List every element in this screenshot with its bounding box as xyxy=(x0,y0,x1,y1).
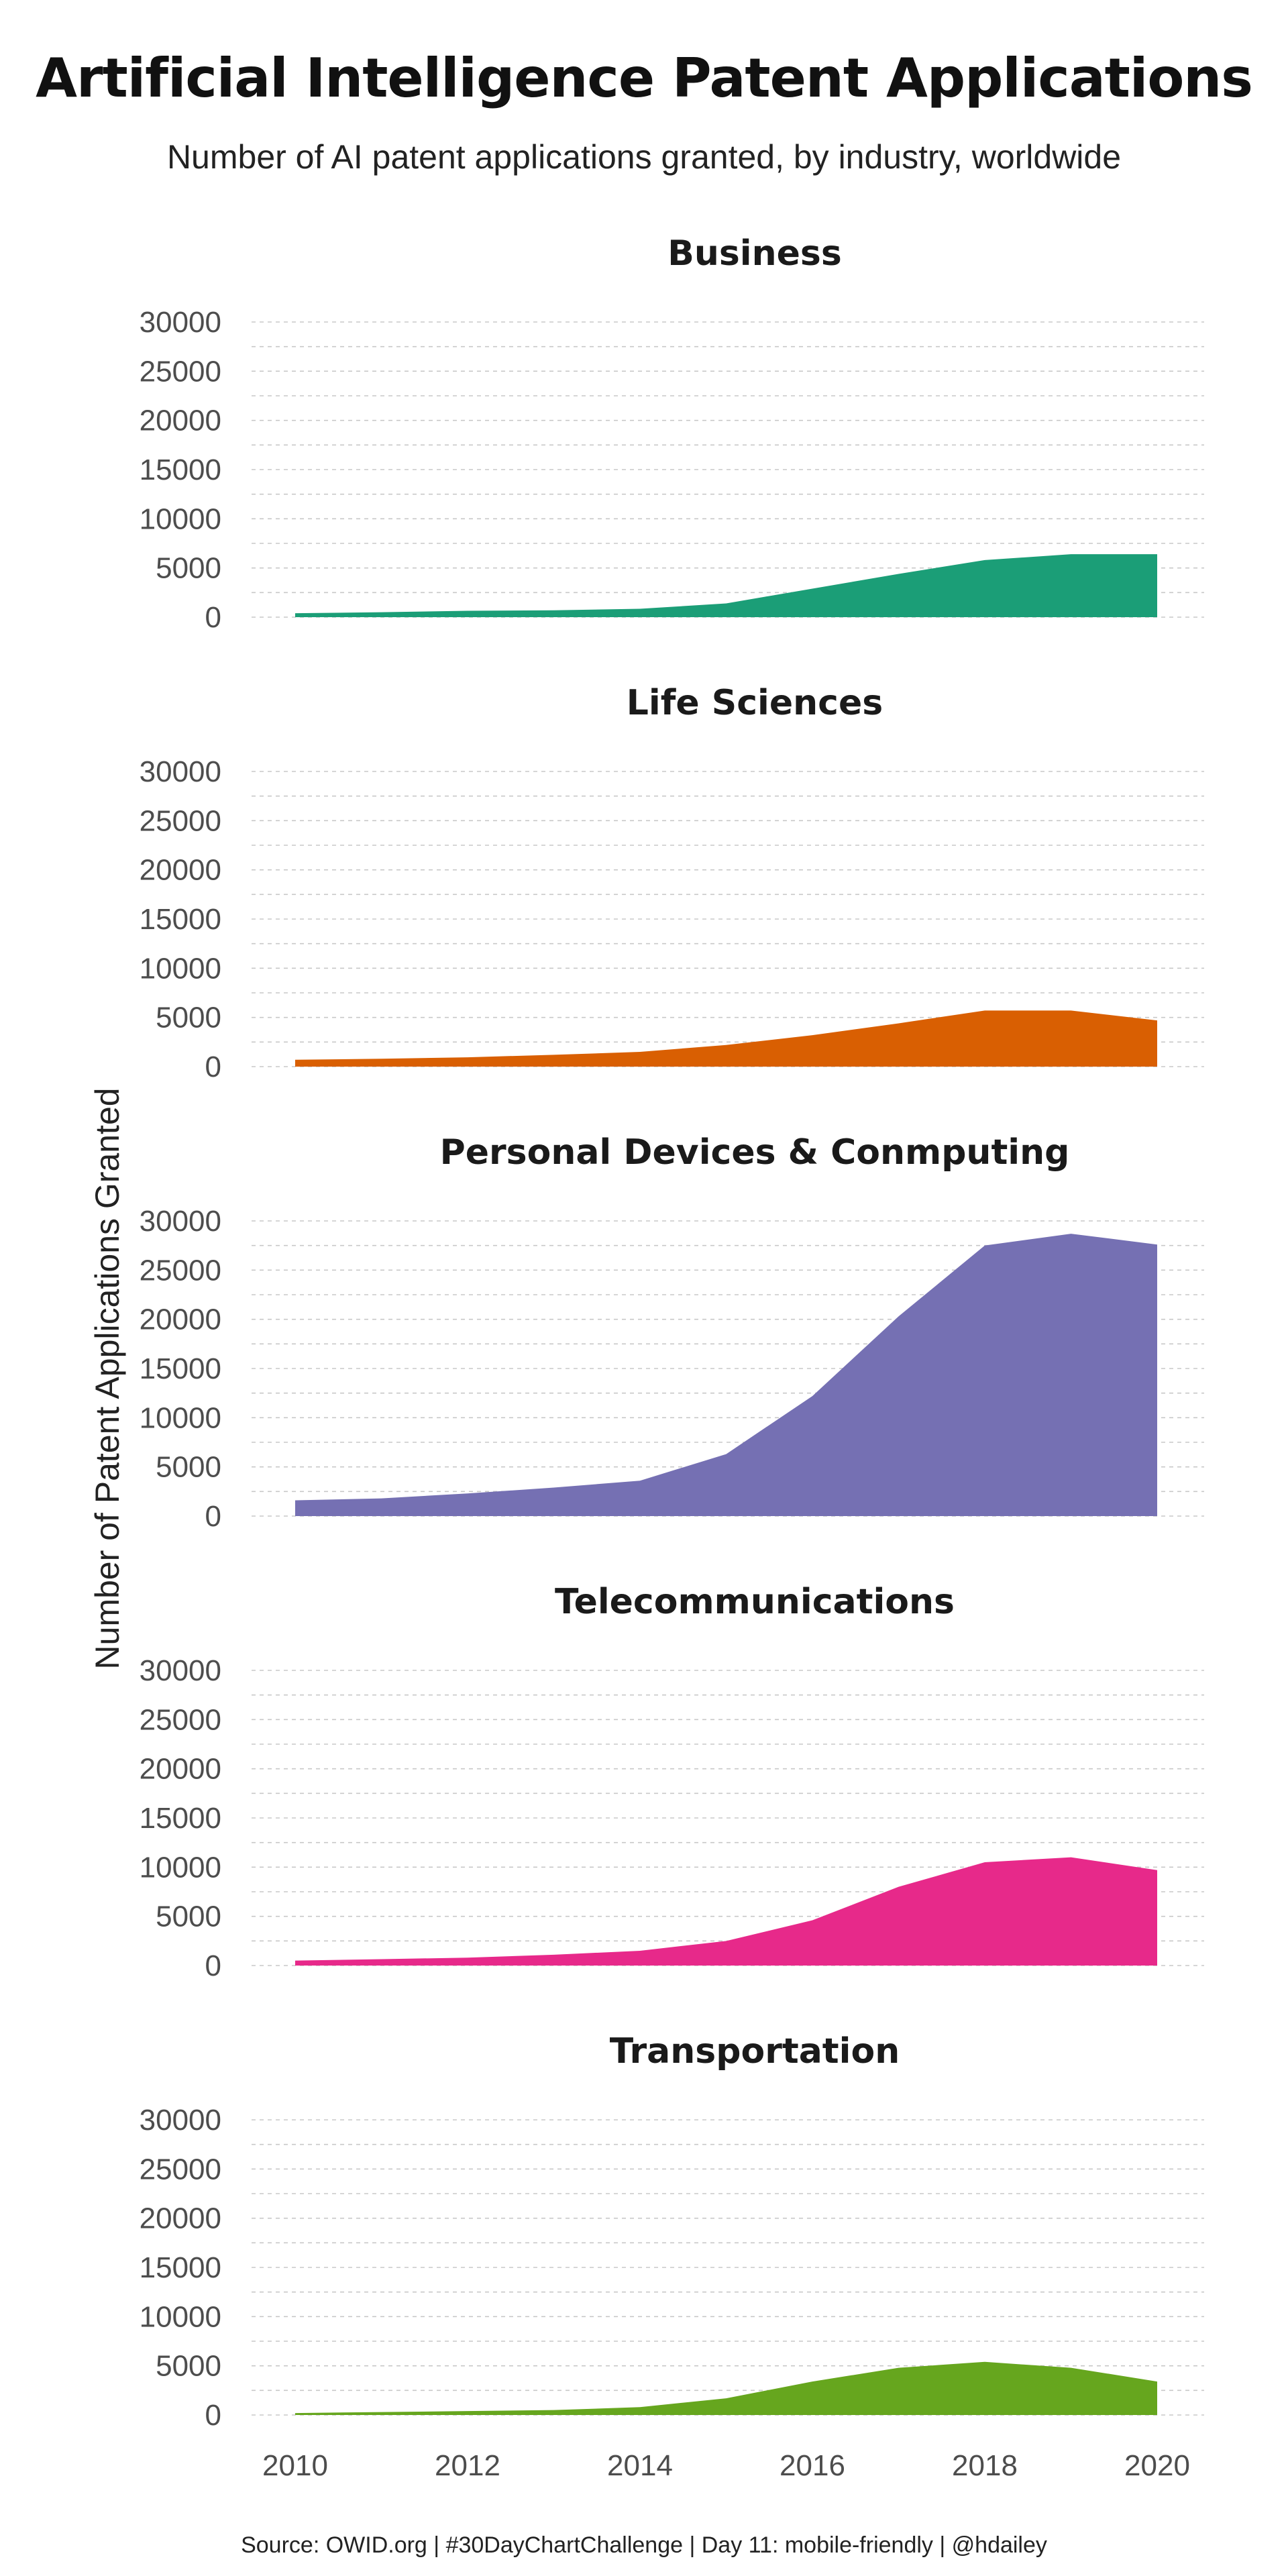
panel-title: Telecommunications xyxy=(555,1582,955,1622)
y-tick-label: 10000 xyxy=(140,1851,221,1884)
y-tick-label: 5000 xyxy=(156,552,221,585)
y-tick-label: 20000 xyxy=(140,854,221,887)
y-tick-label: 0 xyxy=(205,1500,221,1533)
y-tick-label: 30000 xyxy=(140,2104,221,2137)
y-tick-label: 5000 xyxy=(156,1002,221,1034)
x-tick-label: 2012 xyxy=(435,2449,500,2482)
panel-title: Life Sciences xyxy=(627,683,883,723)
y-tick-label: 30000 xyxy=(140,755,221,788)
x-tick-label: 2020 xyxy=(1124,2449,1190,2482)
y-tick-label: 10000 xyxy=(140,1401,221,1434)
y-tick-label: 5000 xyxy=(156,1900,221,1933)
panel-title: Personal Devices & Conmputing xyxy=(440,1132,1070,1173)
area-series-4 xyxy=(295,2361,1157,2415)
y-tick-label: 30000 xyxy=(140,1654,221,1687)
y-tick-label: 10000 xyxy=(140,2300,221,2333)
y-tick-label: 15000 xyxy=(140,453,221,486)
y-tick-label: 0 xyxy=(205,2399,221,2432)
chart-subtitle: Number of AI patent applications granted… xyxy=(166,138,1122,176)
y-tick-label: 0 xyxy=(205,1051,221,1083)
x-tick-label: 2018 xyxy=(952,2449,1018,2482)
y-tick-label: 25000 xyxy=(140,2153,221,2186)
y-tick-label: 10000 xyxy=(140,502,221,535)
y-tick-label: 0 xyxy=(205,1949,221,1982)
y-tick-label: 20000 xyxy=(140,2202,221,2235)
y-tick-label: 15000 xyxy=(140,1352,221,1385)
y-tick-label: 0 xyxy=(205,601,221,634)
area-series-2 xyxy=(295,1234,1157,1516)
x-tick-label: 2010 xyxy=(262,2449,328,2482)
area-series-3 xyxy=(295,1857,1157,1966)
y-tick-label: 15000 xyxy=(140,1802,221,1835)
x-tick-label: 2016 xyxy=(780,2449,845,2482)
y-tick-label: 30000 xyxy=(140,306,221,339)
y-tick-label: 20000 xyxy=(140,1303,221,1336)
panel-title: Business xyxy=(667,233,842,274)
y-tick-label: 25000 xyxy=(140,804,221,837)
y-tick-label: 20000 xyxy=(140,405,221,437)
source-caption: Source: OWID.org | #30DayChartChallenge … xyxy=(241,2532,1047,2558)
y-tick-label: 20000 xyxy=(140,1753,221,1786)
y-tick-label: 30000 xyxy=(140,1205,221,1238)
y-tick-label: 10000 xyxy=(140,952,221,985)
y-tick-label: 25000 xyxy=(140,1703,221,1736)
panel-title: Transportation xyxy=(610,2031,900,2072)
y-tick-label: 5000 xyxy=(156,2350,221,2383)
y-tick-label: 25000 xyxy=(140,1254,221,1287)
y-tick-label: 15000 xyxy=(140,2251,221,2284)
y-tick-label: 25000 xyxy=(140,355,221,388)
area-series-1 xyxy=(295,1010,1157,1067)
area-series-0 xyxy=(295,554,1157,617)
x-tick-label: 2014 xyxy=(607,2449,673,2482)
y-tick-label: 5000 xyxy=(156,1451,221,1484)
y-tick-label: 15000 xyxy=(140,903,221,936)
chart-title: Artificial Intelligence Patent Applicati… xyxy=(36,47,1253,109)
